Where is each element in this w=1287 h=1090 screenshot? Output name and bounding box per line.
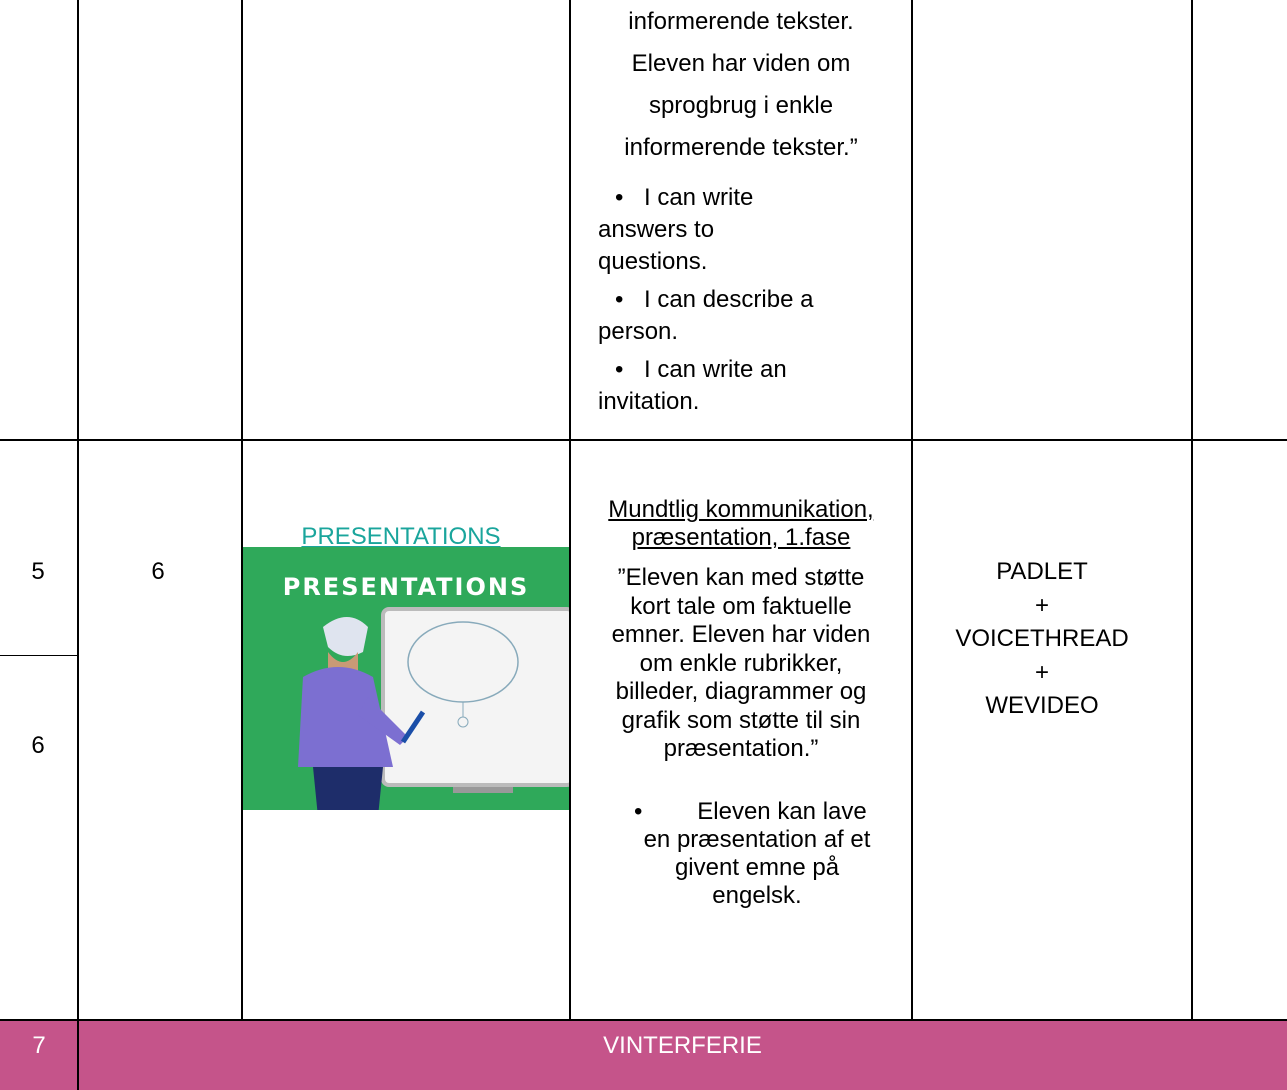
border	[0, 439, 1287, 441]
bullet-line: answers to	[598, 216, 715, 243]
border	[241, 0, 243, 1020]
bullet: •	[615, 356, 624, 383]
text-line: sprogbrug i enkle	[648, 92, 834, 119]
presentation-image: PRESENTATIONS	[243, 547, 569, 810]
text-line: informerende tekster.”	[624, 134, 858, 161]
text-line: ”Eleven kan med støtte	[617, 564, 865, 591]
text-line: om enkle rubrikker,	[639, 649, 843, 677]
heading: præsentation, 1.fase	[631, 524, 851, 551]
text-line: emner. Eleven har viden	[611, 621, 871, 648]
text-line: grafik som støtte til sin	[621, 706, 861, 734]
text-line: informerende tekster.	[628, 8, 854, 35]
bullet: •	[615, 184, 624, 211]
heading: Mundtlig kommunikation,	[608, 496, 874, 523]
text-line: kort tale om faktuelle	[630, 592, 852, 620]
bullet-line: I can write	[644, 184, 754, 211]
tool: VOICETHREAD	[955, 625, 1129, 652]
border	[0, 655, 78, 656]
bullet-line: Eleven kan lave	[697, 798, 867, 825]
bullet-line: questions.	[598, 248, 708, 275]
tool: PADLET	[996, 558, 1088, 585]
holiday-row	[0, 1020, 1287, 1090]
week: 6	[31, 732, 45, 759]
bullet-line: I can write an	[644, 356, 787, 383]
bullet-line: en præsentation af et	[643, 826, 871, 853]
link[interactable]: PRESENTATIONS	[301, 523, 501, 550]
bullet-line: givent emne på	[674, 854, 840, 881]
tool: +	[1034, 658, 1050, 686]
week: 7	[32, 1032, 46, 1059]
border	[569, 0, 571, 1020]
text-line: billeder, diagrammer og	[615, 678, 867, 705]
bullet-line: I can describe a	[644, 286, 814, 313]
border	[77, 0, 79, 1090]
bullet-line: invitation.	[598, 388, 700, 415]
border	[1191, 0, 1193, 1020]
image-caption: PRESENTATIONS	[283, 573, 530, 601]
bullet-line: engelsk.	[712, 882, 802, 909]
bullet-line: person.	[598, 318, 679, 345]
tool: WEVIDEO	[985, 692, 1099, 719]
holiday-label: VINTERFERIE	[603, 1032, 762, 1059]
bullet: •	[634, 798, 643, 825]
border	[911, 0, 913, 1020]
week: 5	[31, 558, 45, 585]
text-line: Eleven har viden om	[631, 50, 851, 77]
text-line: præsentation.”	[663, 735, 819, 762]
lesson: 6	[151, 558, 165, 585]
bullet: •	[615, 286, 624, 313]
tool: +	[1034, 591, 1050, 619]
border	[0, 1019, 1287, 1021]
